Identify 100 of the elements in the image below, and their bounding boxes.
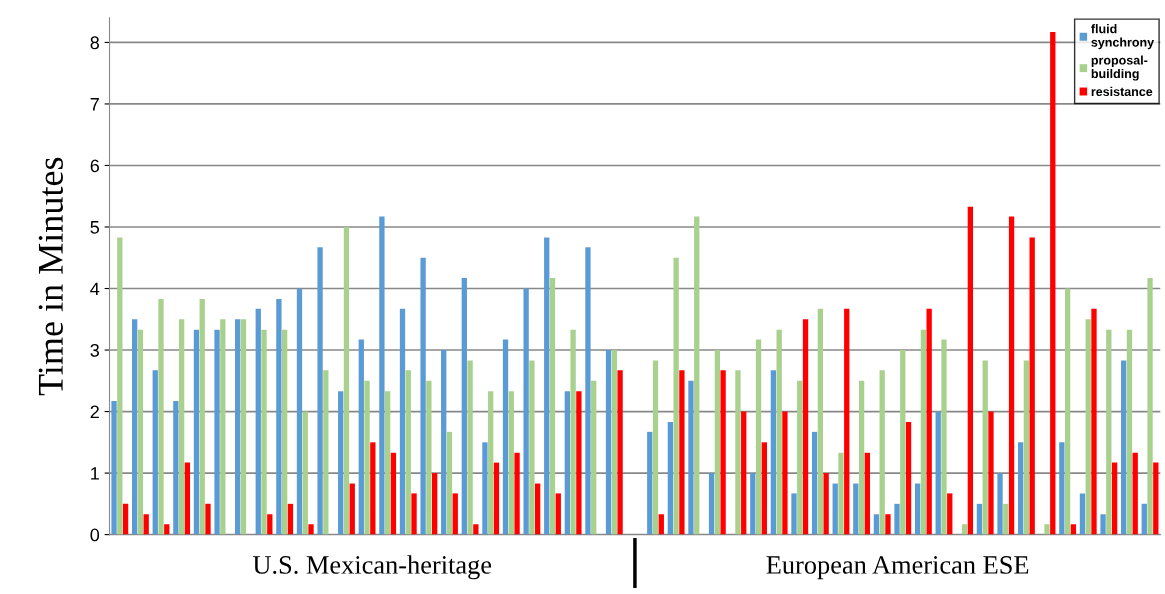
bar	[493, 462, 500, 535]
bar	[405, 370, 411, 535]
y-tick-label: 0	[90, 528, 100, 542]
bar	[967, 206, 974, 535]
bar	[920, 329, 927, 535]
bar	[1132, 452, 1138, 535]
bar	[302, 411, 308, 535]
bar	[838, 452, 844, 535]
bar	[617, 370, 623, 535]
bar	[1079, 493, 1086, 535]
bar	[1147, 278, 1153, 535]
bar	[370, 442, 376, 535]
y-tick-label: 7	[90, 98, 99, 111]
bar	[529, 360, 535, 535]
bar	[750, 473, 756, 535]
bar	[941, 339, 947, 535]
bar	[420, 257, 426, 535]
bar	[873, 514, 880, 535]
bar	[343, 226, 350, 535]
bar	[281, 329, 288, 535]
bar	[1064, 288, 1071, 535]
bar	[570, 329, 576, 535]
bar	[1059, 442, 1065, 535]
bar	[885, 514, 891, 535]
bar	[782, 411, 788, 535]
y-tick-label: 4	[90, 282, 100, 296]
bar	[1106, 329, 1112, 535]
bar	[900, 350, 906, 535]
bar	[467, 360, 473, 535]
bar	[1153, 462, 1159, 535]
bar	[1044, 524, 1050, 535]
bar	[1085, 319, 1091, 535]
bar	[399, 308, 406, 535]
bar	[988, 411, 994, 535]
bar	[564, 391, 570, 535]
bar	[647, 431, 653, 535]
bar	[914, 483, 921, 535]
bar	[688, 380, 694, 535]
bar	[935, 411, 941, 535]
bar	[1023, 360, 1030, 535]
bar	[267, 514, 273, 535]
bar	[364, 380, 370, 535]
bar	[214, 329, 220, 535]
bar	[122, 503, 129, 535]
bar	[611, 350, 617, 535]
bar	[308, 524, 314, 535]
bar	[1100, 514, 1106, 535]
bar	[802, 319, 809, 535]
legend-label: resistance	[1091, 86, 1153, 97]
bar	[111, 401, 117, 535]
bar	[287, 503, 294, 535]
bar	[811, 431, 818, 535]
bar	[926, 308, 932, 535]
bar	[1050, 31, 1056, 535]
bar	[523, 288, 529, 535]
bar	[667, 422, 674, 535]
bar	[514, 452, 520, 535]
legend-label: fluid synchrony	[1091, 24, 1155, 50]
bar	[735, 370, 741, 535]
bar	[673, 257, 679, 535]
bar	[714, 350, 720, 535]
bar	[679, 370, 685, 535]
bar	[184, 462, 191, 535]
bar	[1111, 462, 1118, 535]
bar	[220, 319, 226, 535]
bar	[137, 329, 144, 535]
bar	[482, 442, 488, 535]
bar	[770, 370, 777, 535]
bar	[776, 329, 782, 535]
bar	[858, 380, 865, 535]
bar	[240, 319, 247, 535]
y-tick-label: 8	[90, 36, 99, 50]
bar	[853, 483, 859, 535]
bar	[797, 380, 803, 535]
bar	[535, 483, 541, 535]
bar	[1029, 237, 1035, 535]
bar	[152, 370, 158, 535]
y-axis-title: Time in Minutes	[38, 157, 63, 396]
bar	[976, 503, 983, 535]
bar	[879, 370, 885, 535]
bar	[844, 308, 850, 535]
bar	[832, 483, 838, 535]
bar	[823, 473, 829, 535]
bar	[452, 493, 458, 535]
bar	[199, 298, 205, 535]
bar	[338, 391, 344, 535]
bar	[658, 514, 664, 535]
bar	[502, 339, 509, 535]
bar	[131, 319, 138, 535]
bar	[720, 370, 726, 535]
bar	[652, 360, 659, 535]
bar	[385, 391, 391, 535]
bar	[173, 401, 179, 535]
bar	[1141, 503, 1147, 535]
bar	[358, 339, 364, 535]
bar	[296, 288, 303, 535]
bar	[576, 391, 582, 535]
bar	[411, 493, 417, 535]
bar	[755, 339, 762, 535]
bar	[178, 319, 185, 535]
